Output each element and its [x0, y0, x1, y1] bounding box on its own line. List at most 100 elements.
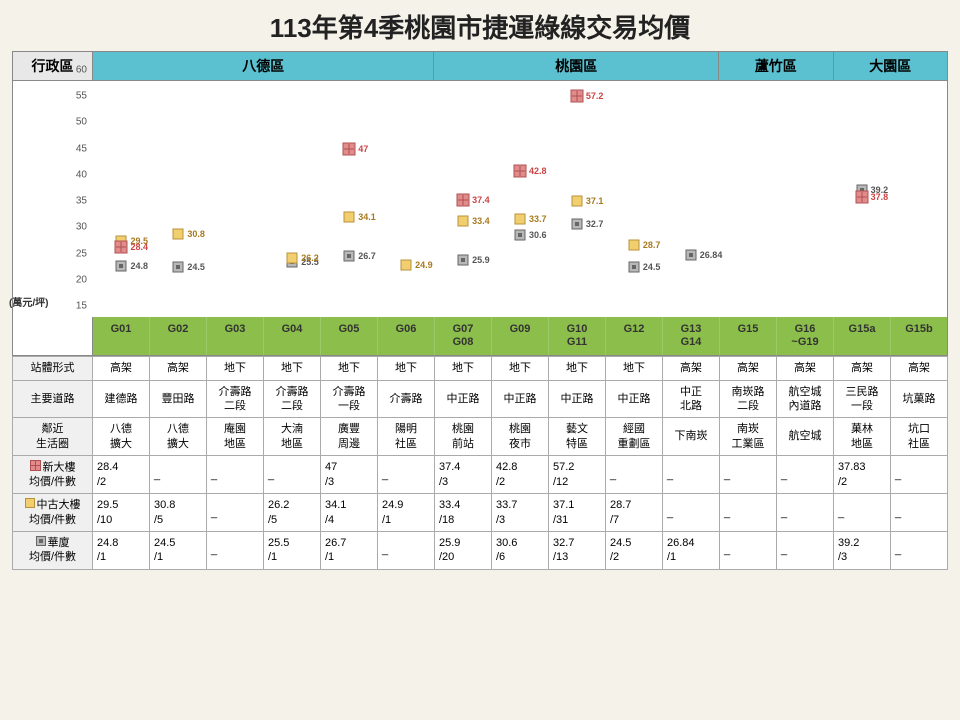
marker-used-6 [457, 215, 469, 227]
station-6: G07G08 [435, 317, 492, 355]
attr-cell-0-7: 地下 [492, 357, 549, 380]
value-row-label-used: 中古大樓均價/件數 [13, 494, 93, 532]
value-cell-used-0: 29.5/10 [93, 494, 150, 532]
page: 113年第4季桃園市捷運綠線交易均價 行政區 八德區桃園區蘆竹區大園區 (萬元/… [0, 0, 960, 720]
value-cell-apt-8: 32.7/13 [549, 532, 606, 570]
data-table-body: 站體形式高架高架地下地下地下地下地下地下地下地下高架高架高架高架高架主要道路建德… [13, 357, 948, 569]
value-cell-new-10: _ [663, 455, 720, 494]
marker-apt-0 [115, 260, 127, 272]
chart-plot: 24.824.525.526.725.930.632.724.526.8439.… [93, 81, 947, 317]
district-header: 行政區 八德區桃園區蘆竹區大園區 [12, 51, 948, 81]
value-cell-used-5: 24.9/1 [378, 494, 435, 532]
attr-row-label-2: 鄰近生活圈 [13, 418, 93, 456]
attr-cell-2-8: 藝文特區 [549, 418, 606, 456]
legend-icon-new [30, 460, 41, 475]
attr-row-0: 站體形式高架高架地下地下地下地下地下地下地下地下高架高架高架高架高架 [13, 357, 948, 380]
district-大園區: 大園區 [834, 52, 947, 80]
marker-new-8 [570, 89, 584, 103]
attr-row-2: 鄰近生活圈八德擴大八德擴大庵園地區大湳地區廣豐周邊陽明社區桃園前站桃園夜市藝文特… [13, 418, 948, 456]
value-label-used-6: 33.4 [472, 216, 490, 226]
marker-used-9 [628, 239, 640, 251]
attr-cell-0-10: 高架 [663, 357, 720, 380]
attr-cell-1-3: 介壽路二段 [264, 380, 321, 418]
value-cell-new-3: _ [264, 455, 321, 494]
value-cell-used-3: 26.2/5 [264, 494, 321, 532]
y-tick-30: 30 [17, 222, 87, 233]
marker-new-0 [114, 240, 128, 254]
marker-used-4 [343, 211, 355, 223]
value-label-apt-7: 30.6 [529, 230, 547, 240]
page-title: 113年第4季桃園市捷運綠線交易均價 [12, 8, 948, 45]
marker-apt-1 [172, 261, 184, 273]
value-cell-used-12: _ [777, 494, 834, 532]
value-cell-apt-13: 39.2/3 [834, 532, 891, 570]
attr-cell-2-1: 八德擴大 [150, 418, 207, 456]
value-cell-used-6: 33.4/18 [435, 494, 492, 532]
value-cell-used-1: 30.8/5 [150, 494, 207, 532]
value-cell-new-7: 42.8/2 [492, 455, 549, 494]
attr-cell-1-14: 坑菓路 [891, 380, 948, 418]
legend-icon-apt [36, 536, 46, 550]
district-桃園區: 桃園區 [434, 52, 719, 80]
attr-cell-0-3: 地下 [264, 357, 321, 380]
value-cell-apt-1: 24.5/1 [150, 532, 207, 570]
station-9: G12 [606, 317, 663, 355]
value-cell-new-1: _ [150, 455, 207, 494]
attr-cell-1-11: 南崁路二段 [720, 380, 777, 418]
station-1: G02 [150, 317, 207, 355]
value-label-new-7: 42.8 [529, 166, 547, 176]
marker-apt-6 [457, 254, 469, 266]
value-cell-used-11: _ [720, 494, 777, 532]
y-tick-60: 60 [17, 65, 87, 76]
attr-row-label-0: 站體形式 [13, 357, 93, 380]
value-cell-apt-9: 24.5/2 [606, 532, 663, 570]
y-tick-40: 40 [17, 169, 87, 180]
y-tick-15: 15 [17, 301, 87, 312]
value-label-apt-4: 26.7 [358, 251, 376, 261]
attr-cell-0-12: 高架 [777, 357, 834, 380]
value-label-new-6: 37.4 [472, 195, 490, 205]
marker-used-1 [172, 228, 184, 240]
station-10: G13G14 [663, 317, 720, 355]
value-cell-new-11: _ [720, 455, 777, 494]
station-7: G09 [492, 317, 549, 355]
value-cell-apt-11: _ [720, 532, 777, 570]
attr-row-1: 主要道路建德路豐田路介壽路二段介壽路二段介壽路一段介壽路中正路中正路中正路中正路… [13, 380, 948, 418]
station-row-spacer [13, 317, 93, 355]
attr-cell-1-7: 中正路 [492, 380, 549, 418]
value-cell-new-9: _ [606, 455, 663, 494]
value-cell-new-2: _ [207, 455, 264, 494]
value-label-new-8: 57.2 [586, 91, 604, 101]
value-cell-apt-10: 26.84/1 [663, 532, 720, 570]
value-cell-used-7: 33.7/3 [492, 494, 549, 532]
value-row-used: 中古大樓均價/件數29.5/1030.8/5_26.2/534.1/424.9/… [13, 494, 948, 532]
value-cell-used-14: _ [891, 494, 948, 532]
value-cell-used-9: 28.7/7 [606, 494, 663, 532]
attr-cell-2-3: 大湳地區 [264, 418, 321, 456]
attr-cell-1-13: 三民路一段 [834, 380, 891, 418]
station-13: G15a [834, 317, 891, 355]
attr-cell-2-10: 下南崁 [663, 418, 720, 456]
value-label-used-3: 26.2 [301, 253, 319, 263]
attr-cell-1-4: 介壽路一段 [321, 380, 378, 418]
value-cell-apt-2: _ [207, 532, 264, 570]
attr-cell-2-7: 桃園夜市 [492, 418, 549, 456]
value-cell-new-4: 47/3 [321, 455, 378, 494]
value-cell-new-13: 37.83/2 [834, 455, 891, 494]
y-tick-45: 45 [17, 143, 87, 154]
attr-cell-1-0: 建德路 [93, 380, 150, 418]
legend-icon-used [25, 498, 35, 512]
marker-apt-10 [685, 249, 697, 261]
value-cell-new-12: _ [777, 455, 834, 494]
value-label-apt-9: 24.5 [643, 262, 661, 272]
attr-cell-0-2: 地下 [207, 357, 264, 380]
attr-cell-0-1: 高架 [150, 357, 207, 380]
value-cell-apt-0: 24.8/1 [93, 532, 150, 570]
value-cell-apt-3: 25.5/1 [264, 532, 321, 570]
value-label-new-13: 37.8 [871, 192, 889, 202]
attr-cell-1-8: 中正路 [549, 380, 606, 418]
marker-used-5 [400, 259, 412, 271]
marker-new-13 [855, 190, 869, 204]
y-tick-35: 35 [17, 196, 87, 207]
y-tick-55: 55 [17, 91, 87, 102]
